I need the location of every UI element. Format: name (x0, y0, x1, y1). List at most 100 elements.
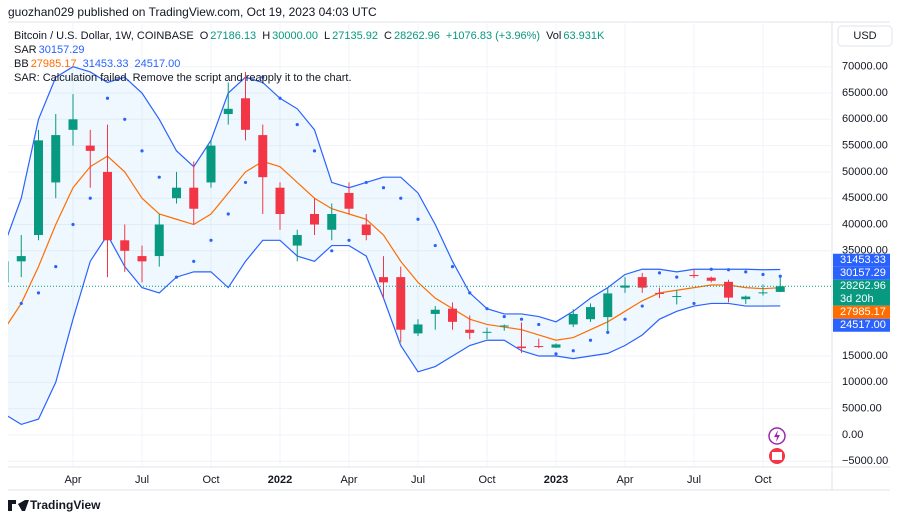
sar-dot (278, 96, 282, 100)
sar-dot (71, 222, 75, 227)
legend-item: Vol (546, 30, 561, 42)
candle-body (310, 213, 319, 225)
sar-dot (399, 196, 403, 200)
candle-body (637, 277, 647, 288)
legend-item: BB (14, 58, 29, 70)
legend-item: 27186.13 (210, 30, 256, 42)
x-tick-label: Jul (135, 474, 149, 486)
legend-item: 27135.92 (332, 30, 378, 42)
x-tick-label: Jul (687, 474, 701, 486)
sar-dot (519, 317, 524, 321)
candle-body (51, 135, 61, 183)
y-tick-label: 70000.00 (842, 61, 888, 73)
legend-item: 31453.33 (83, 58, 129, 70)
price-badge (833, 279, 890, 306)
events-flag (772, 452, 782, 460)
sar-dot (330, 249, 334, 253)
candle-body (327, 213, 337, 230)
x-tick-label: Apr (64, 474, 81, 486)
candle-body (223, 108, 233, 115)
x-tick-label: Oct (478, 474, 495, 486)
candle-body (8, 261, 9, 283)
x-tick-label: Apr (616, 474, 633, 486)
sar-dot (537, 322, 541, 327)
sar-dot (588, 338, 593, 342)
sar-dot (88, 196, 92, 200)
sar-dot (243, 180, 248, 185)
sar-dot (761, 272, 765, 277)
y-tick-label: 0.00 (842, 429, 863, 441)
sar-dot (381, 186, 386, 190)
sar-dot (571, 349, 575, 353)
sar-dot (174, 275, 179, 279)
candle-body (172, 187, 181, 199)
x-tick-label: 2022 (268, 474, 292, 486)
candle-body (568, 313, 578, 325)
candle-body (430, 309, 440, 314)
legend-item: 28262.96 (394, 30, 440, 42)
candle-body (551, 344, 561, 348)
legend-item: SAR (14, 44, 37, 56)
legend-item: 24517.00 (134, 58, 180, 70)
brand: TradingView (30, 498, 101, 512)
sar-dot (640, 304, 644, 308)
y-tick-label: −5000.00 (842, 455, 888, 467)
legend-item: L (324, 30, 330, 42)
sar-dot (778, 274, 782, 278)
candle-body (85, 145, 95, 151)
candle-body (241, 98, 250, 130)
sar-dot (726, 268, 731, 272)
sar-dot (623, 317, 627, 321)
candle-body (706, 277, 716, 281)
legend-item: 27985.17 (31, 58, 77, 70)
y-tick-label: 10000.00 (842, 376, 888, 388)
price-badge (833, 318, 890, 332)
candle-body (482, 331, 492, 333)
candle-body (620, 285, 630, 288)
plot (2, 22, 832, 467)
candle-body (741, 296, 751, 300)
legend-item: 30157.29 (39, 44, 85, 56)
candle-body (344, 192, 354, 209)
sar-dot (2, 207, 5, 210)
candle-body (603, 293, 613, 318)
candle-body (379, 277, 388, 283)
currency-button[interactable] (837, 25, 893, 47)
sar-dot (209, 238, 213, 242)
byline: guozhan029 published on TradingView.com,… (8, 5, 377, 19)
sar-dot (105, 96, 110, 100)
candle-body (775, 286, 785, 292)
candle-body (361, 224, 371, 236)
price-badge-label: 24517.00 (840, 319, 886, 331)
candle-body (448, 308, 457, 322)
candle-body (758, 292, 768, 294)
sar-dot (744, 270, 748, 274)
currency[interactable]: USD (853, 30, 876, 42)
sar-dot (347, 238, 351, 242)
x-tick-label: Oct (202, 474, 219, 486)
x-tick-label: Apr (340, 474, 357, 486)
price-badge-label: 31453.33 (840, 254, 886, 266)
sar-dot (261, 75, 265, 79)
sar-dot (502, 314, 506, 319)
sar-dot (312, 149, 317, 153)
sar-dot (606, 330, 610, 334)
candle-body (154, 224, 164, 257)
x-tick-label: Oct (754, 474, 771, 486)
sar-dot (416, 217, 420, 221)
candle-body (16, 256, 26, 262)
bb-upper (8, 66, 781, 323)
sar-dot (692, 301, 696, 306)
y-tick-label: 35000.00 (842, 245, 888, 257)
candle-body (258, 135, 268, 178)
legend-item: H (262, 30, 270, 42)
legend-item: SAR: Calculation failed. Remove the scri… (14, 72, 352, 84)
legend-item: O (200, 30, 209, 42)
candle-body (34, 140, 43, 236)
sar-dot (675, 275, 679, 279)
sar-dot (657, 271, 662, 275)
legend-item: Bitcoin / U.S. Dollar, 1W, COINBASE (14, 30, 194, 42)
candle-body (103, 171, 112, 241)
